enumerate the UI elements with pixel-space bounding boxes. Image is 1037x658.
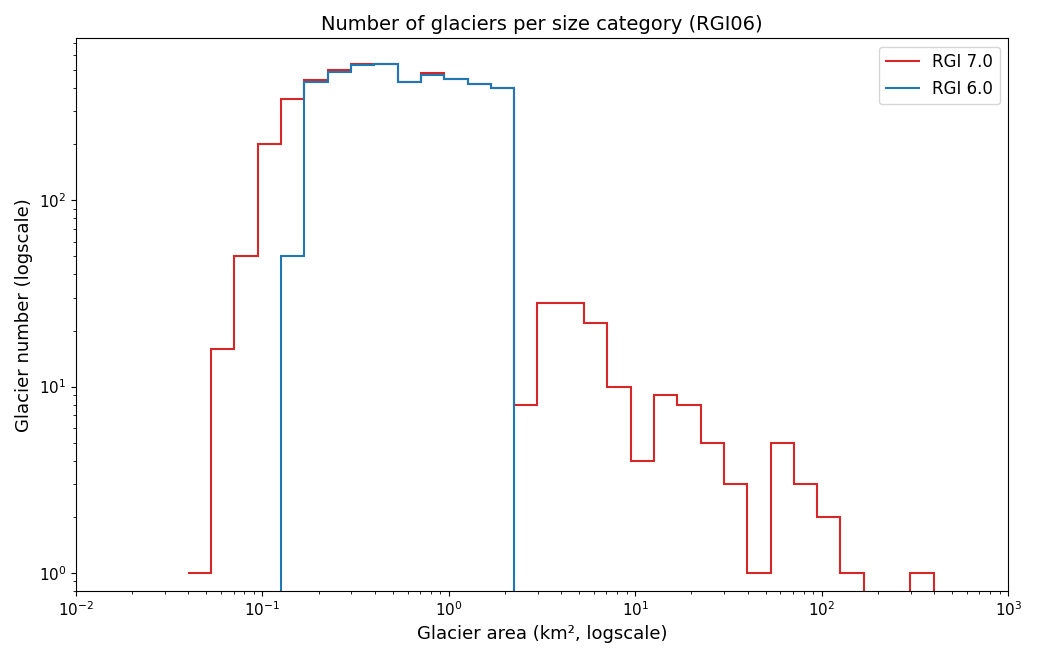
Title: Number of glaciers per size category (RGI06): Number of glaciers per size category (RG… bbox=[321, 15, 763, 34]
Legend: RGI 7.0, RGI 6.0: RGI 7.0, RGI 6.0 bbox=[879, 47, 1000, 105]
X-axis label: Glacier area (km², logscale): Glacier area (km², logscale) bbox=[417, 625, 668, 643]
Y-axis label: Glacier number (logscale): Glacier number (logscale) bbox=[15, 198, 33, 432]
